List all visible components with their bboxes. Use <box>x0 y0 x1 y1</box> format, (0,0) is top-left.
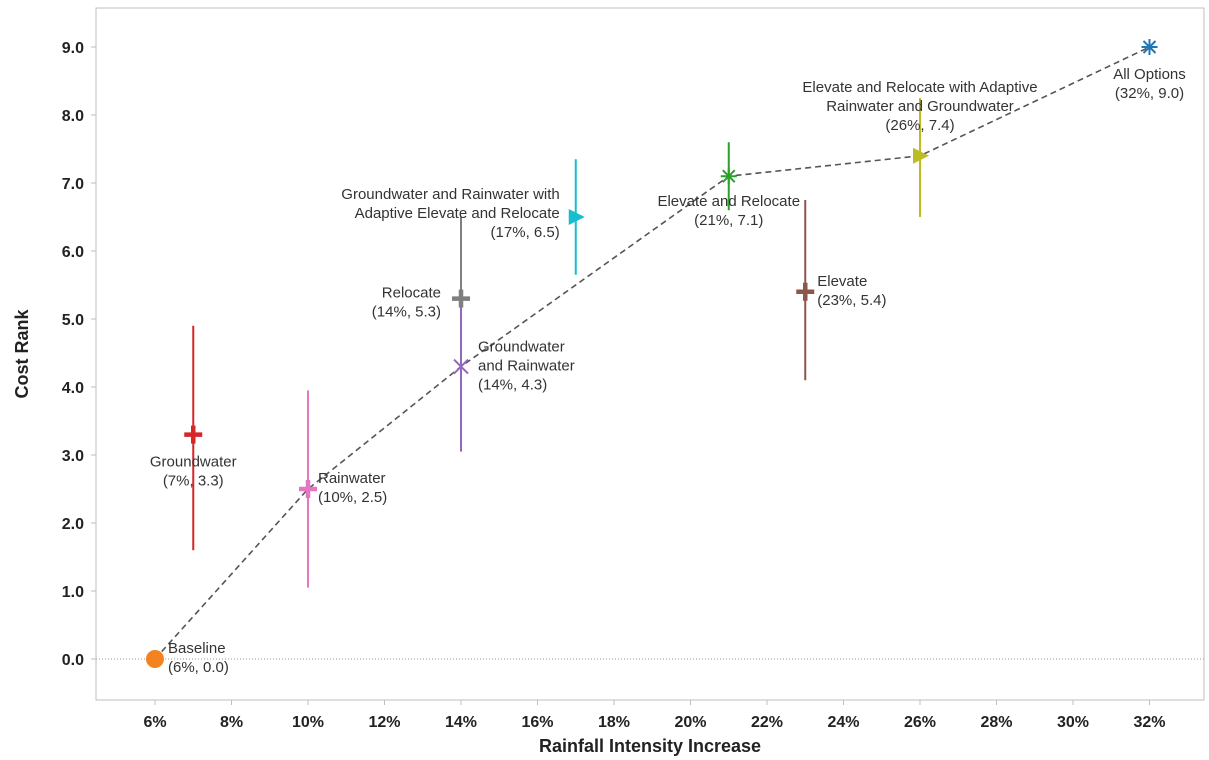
point-label: (17%, 6.5) <box>491 224 560 241</box>
plus-marker <box>184 425 203 444</box>
point-label: Groundwater <box>150 454 237 471</box>
x-tick-label: 26% <box>904 714 936 731</box>
point-label: (14%, 5.3) <box>372 304 441 321</box>
triangle-marker <box>568 209 585 225</box>
x-tick-label: 8% <box>220 714 243 731</box>
point-label: Adaptive Elevate and Relocate <box>355 205 560 222</box>
star-marker <box>1141 39 1158 55</box>
markers-group <box>146 39 1158 668</box>
y-tick-label: 6.0 <box>62 244 84 261</box>
plus-marker <box>796 282 815 301</box>
point-label: All Options <box>1113 66 1186 83</box>
point-label: (21%, 7.1) <box>694 212 763 229</box>
x-marker <box>453 358 469 375</box>
point-marker <box>796 282 815 301</box>
point-label: Rainwater and Groundwater <box>826 98 1014 115</box>
y-tick-label: 8.0 <box>62 108 84 125</box>
y-tick-label: 1.0 <box>62 584 84 601</box>
x-tick-label: 12% <box>368 714 400 731</box>
plus-marker <box>299 480 317 498</box>
x-tick-label: 10% <box>292 714 324 731</box>
y-tick-label: 9.0 <box>62 40 84 57</box>
point-marker <box>568 209 585 225</box>
y-axis-title: Cost Rank <box>12 309 32 399</box>
frontier-line <box>154 46 1150 660</box>
point-label: (23%, 5.4) <box>817 292 886 309</box>
point-marker <box>299 480 317 498</box>
x-axis-ticks: 6% 8% 10% 12% 14% 16% 18% 20% 22% 24% 26% 28% 30% 32% <box>143 700 1166 731</box>
y-tick-label: 3.0 <box>62 448 84 465</box>
x-tick-label: 16% <box>521 714 553 731</box>
point-label: (26%, 7.4) <box>885 117 954 134</box>
point-label: Elevate and Relocate with Adaptive <box>802 79 1037 96</box>
y-axis-ticks: 0.0 1.0 2.0 3.0 4.0 5.0 6.0 7.0 8.0 9.0 <box>62 40 96 669</box>
point-label: (14%, 4.3) <box>478 377 547 394</box>
x-tick-label: 6% <box>143 714 166 731</box>
circle-marker <box>146 650 164 668</box>
y-tick-label: 2.0 <box>62 516 84 533</box>
point-label: Groundwater <box>478 339 565 356</box>
y-tick-label: 5.0 <box>62 312 84 329</box>
point-label: Rainwater <box>318 470 386 487</box>
point-label: (10%, 2.5) <box>318 489 387 506</box>
point-label: Groundwater and Rainwater with <box>341 186 559 203</box>
point-label: and Rainwater <box>478 358 575 375</box>
point-marker <box>1141 39 1158 55</box>
plus-marker <box>452 289 470 308</box>
point-label: Relocate <box>382 285 441 302</box>
x-tick-label: 14% <box>445 714 477 731</box>
point-marker <box>720 168 737 185</box>
x-tick-label: 22% <box>751 714 783 731</box>
point-label: (6%, 0.0) <box>168 659 229 676</box>
y-tick-label: 4.0 <box>62 380 84 397</box>
y-tick-label: 0.0 <box>62 652 84 669</box>
point-label: (7%, 3.3) <box>163 473 224 490</box>
x-tick-label: 18% <box>598 714 630 731</box>
x-tick-label: 30% <box>1057 714 1089 731</box>
point-label: (32%, 9.0) <box>1115 85 1184 102</box>
point-label: Elevate <box>817 273 867 290</box>
x-axis-title: Rainfall Intensity Increase <box>539 736 761 756</box>
x-tick-label: 20% <box>674 714 706 731</box>
y-tick-label: 7.0 <box>62 176 84 193</box>
frontier-line-group <box>154 46 1150 660</box>
point-marker <box>453 358 469 375</box>
point-marker <box>184 425 203 444</box>
point-label: Baseline <box>168 640 226 657</box>
point-labels-group: Baseline (6%, 0.0) Groundwater (7%, 3.3) Rai… <box>150 66 1186 676</box>
point-marker <box>913 147 929 164</box>
star-marker <box>720 168 737 185</box>
point-marker <box>452 289 470 308</box>
plot-frame <box>95 7 1205 701</box>
triangle-marker <box>913 147 929 164</box>
x-tick-label: 32% <box>1133 714 1165 731</box>
x-tick-label: 24% <box>827 714 859 731</box>
x-tick-label: 28% <box>980 714 1012 731</box>
point-marker <box>146 650 164 668</box>
point-label: Elevate and Relocate <box>657 193 800 210</box>
